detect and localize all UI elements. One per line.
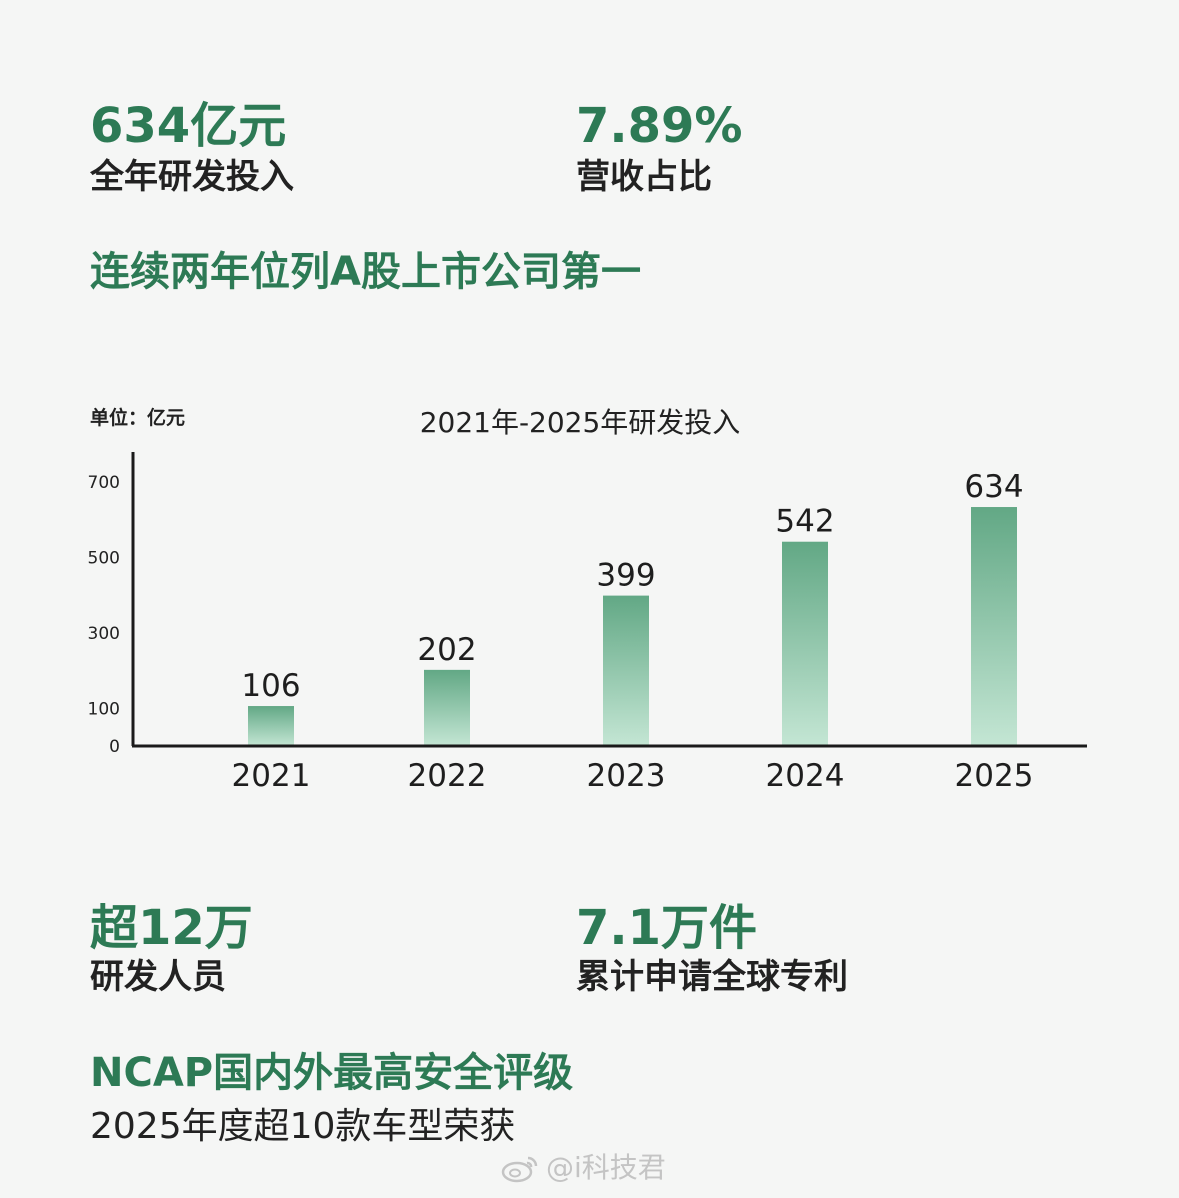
x-axis-ticks: 2021 2022 2023 2024 2025 — [232, 758, 1034, 794]
ncap-title: NCAP国内外最高安全评级 — [90, 1050, 574, 1096]
data-label-2022: 202 — [417, 632, 476, 668]
stat-rd-investment-label: 全年研发投入 — [90, 157, 294, 197]
data-label-2021: 106 — [241, 668, 300, 704]
rd-investment-chart: 单位：亿元 2021年-2025年研发投入 0 100 300 500 700 106 2… — [88, 406, 1087, 794]
x-tick-label-2023: 2023 — [587, 758, 666, 794]
bar-data-labels: 106 202 399 542 634 — [241, 469, 1023, 704]
x-tick-label-2025: 2025 — [955, 758, 1034, 794]
x-tick-label-2021: 2021 — [232, 758, 311, 794]
stat-rd-investment-value: 634亿元 — [90, 98, 287, 154]
bar-2021 — [248, 706, 294, 746]
x-tick-label-2024: 2024 — [766, 758, 845, 794]
bar-2024 — [782, 541, 828, 746]
watermark-text: @i科技君 — [546, 1151, 666, 1184]
bar-2022 — [424, 669, 470, 746]
y-tick-label: 0 — [109, 737, 120, 757]
stat-revenue-ratio-label: 营收占比 — [576, 157, 712, 197]
watermark: @i科技君 — [500, 1152, 666, 1184]
stat-rd-staff-value: 超12万 — [90, 900, 253, 956]
y-tick-label: 700 — [88, 473, 120, 493]
chart-title: 2021年-2025年研发投入 — [420, 406, 741, 439]
weibo-icon — [501, 1156, 538, 1183]
y-tick-label: 100 — [88, 699, 120, 719]
bar-2023 — [603, 595, 649, 746]
data-label-2024: 542 — [775, 504, 834, 540]
bars — [248, 507, 1017, 746]
y-tick-label: 500 — [88, 549, 120, 569]
ncap-subtitle: 2025年度超10款车型荣获 — [90, 1106, 516, 1147]
stat-patents-label: 累计申请全球专利 — [576, 957, 848, 997]
stat-revenue-ratio-value: 7.89% — [576, 98, 743, 154]
stat-patents-value: 7.1万件 — [576, 900, 758, 956]
stat-rd-staff-label: 研发人员 — [90, 957, 226, 997]
y-axis-ticks: 0 100 300 500 700 — [88, 473, 120, 757]
bar-2025 — [971, 507, 1017, 746]
chart-unit-label: 单位：亿元 — [90, 406, 185, 429]
headline-rank: 连续两年位列A股上市公司第一 — [90, 249, 641, 295]
y-tick-label: 300 — [88, 624, 120, 644]
x-tick-label-2022: 2022 — [408, 758, 487, 794]
data-label-2023: 399 — [596, 558, 655, 594]
data-label-2025: 634 — [964, 469, 1023, 505]
